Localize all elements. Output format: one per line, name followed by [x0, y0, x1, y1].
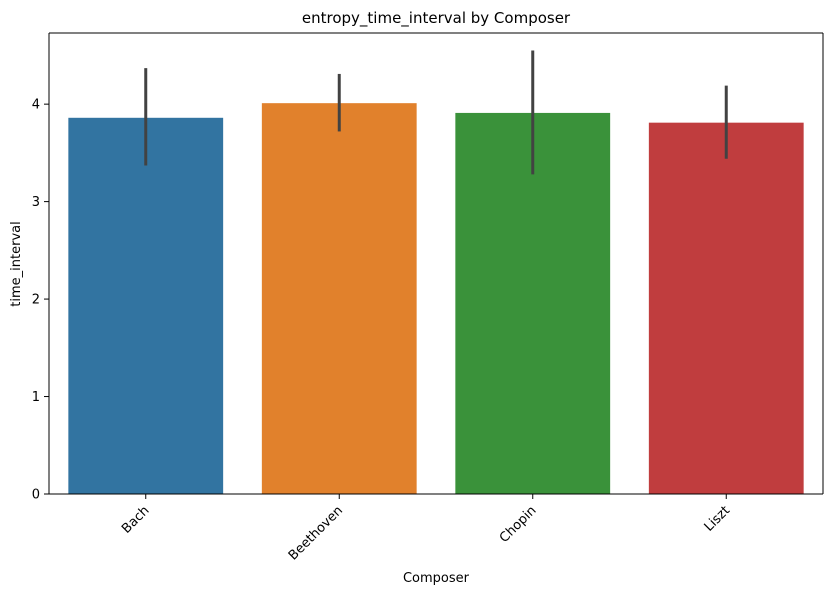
plot-area: 0 1 2 3 4 Bach Beethoven Chopin Liszt: [32, 32, 824, 563]
bar-beethoven: [261, 103, 417, 494]
x-axis-label: Composer: [403, 571, 470, 586]
x-tick-label: Liszt: [702, 503, 734, 535]
x-tick-label: Bach: [119, 503, 152, 536]
x-tick-label: Chopin: [497, 503, 540, 546]
bar-liszt: [648, 122, 804, 495]
y-tick-label: 3: [32, 195, 40, 210]
x-tick-label: Beethoven: [286, 503, 346, 563]
chart-title: entropy_time_interval by Composer: [302, 9, 571, 28]
y-axis-label: time_interval: [9, 221, 24, 306]
bar-chopin: [455, 112, 611, 494]
y-tick-label: 1: [32, 390, 40, 405]
bar-bach: [68, 117, 224, 494]
y-tick-label: 0: [32, 488, 40, 503]
y-tick-label: 4: [32, 98, 40, 113]
y-tick-label: 2: [32, 293, 40, 308]
